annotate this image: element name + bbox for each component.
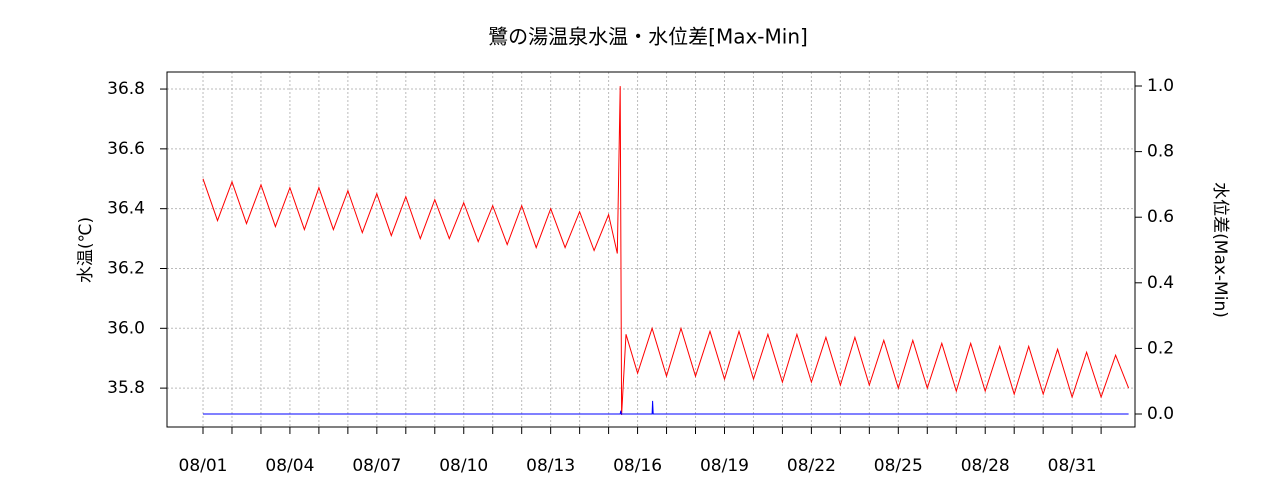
y-tick-label: 36.4 [107,199,145,219]
y2-tick-label: 0.6 [1147,207,1174,227]
x-tick-label: 08/25 [874,456,923,476]
y-tick-label: 36.6 [107,139,145,159]
y2-tick-label: 0.8 [1147,142,1174,162]
series-line [203,400,1129,415]
series-line [202,86,1130,416]
x-tick-label: 08/22 [787,456,836,476]
y2-tick-label: 0.0 [1147,404,1174,424]
x-tick-label: 08/07 [352,456,401,476]
x-tick-label: 08/10 [439,456,488,476]
y2-tick-label: 0.2 [1147,338,1174,358]
x-tick-label: 08/31 [1048,456,1097,476]
y-tick-label: 36.0 [107,318,145,338]
x-tick-label: 08/16 [613,456,662,476]
y2-tick-label: 1.0 [1147,76,1174,96]
x-tick-label: 08/28 [961,456,1010,476]
chart-title: 鷺の湯温泉水温・水位差[Max-Min] [488,25,808,49]
x-tick-label: 08/04 [265,456,314,476]
y-tick-label: 36.2 [107,258,145,278]
y-axis-label: 水温(℃) [76,217,96,283]
y2-tick-label: 0.4 [1147,273,1174,293]
x-tick-label: 08/01 [179,456,228,476]
x-tick-label: 08/19 [700,456,749,476]
x-tick-label: 08/13 [526,456,575,476]
y2-axis-label: 水位差(Max-Min) [1210,182,1230,318]
y-tick-label: 36.8 [107,79,145,99]
y-tick-label: 35.8 [107,378,145,398]
plot-frame [166,71,1136,428]
